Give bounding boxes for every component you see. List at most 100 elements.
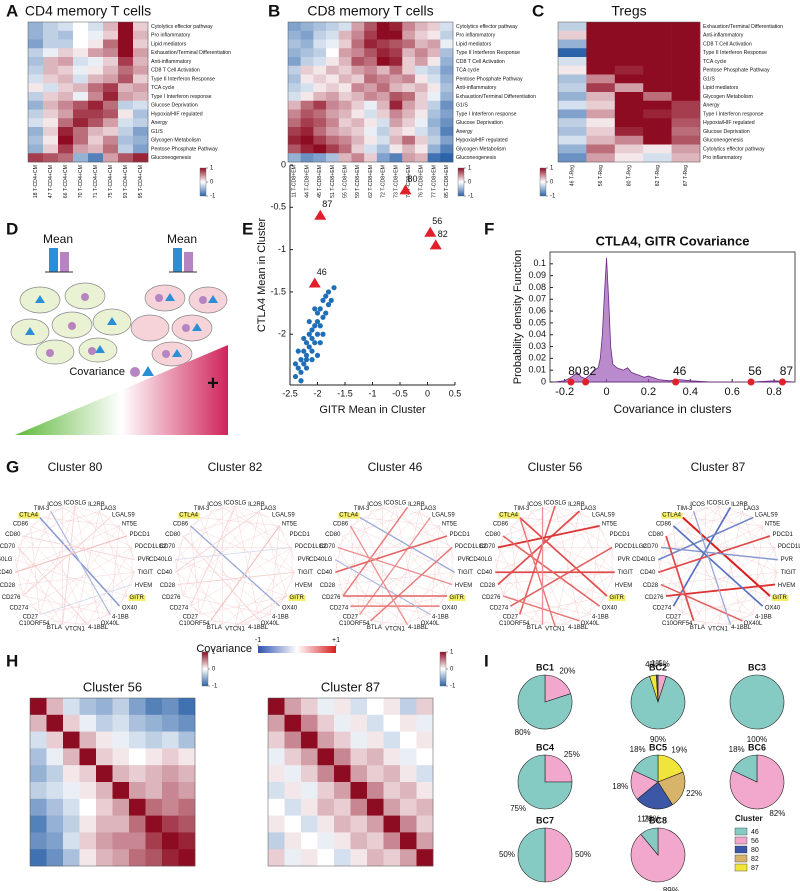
heatmap-cell [118, 118, 134, 128]
data-point [672, 378, 680, 386]
heatmap-cell [364, 83, 378, 93]
faint-link [210, 505, 236, 512]
heatmap-cell [364, 109, 378, 119]
network-edge [335, 559, 431, 616]
x-tick-label: 0.4 [683, 386, 698, 398]
heatmap-cell [88, 74, 104, 84]
node-label: CD274 [652, 606, 671, 612]
data-point [778, 378, 786, 386]
heatmap-cell [326, 83, 340, 93]
node-highlight [18, 512, 40, 519]
heatmap-cell [614, 65, 644, 75]
node-highlight [338, 512, 360, 519]
heatmap-cell [400, 798, 417, 816]
node-label: PVR [618, 557, 631, 563]
heatmap-cell [43, 57, 59, 67]
node-label: CD86 [333, 521, 349, 527]
data-point [747, 378, 755, 386]
heatmap-cell [96, 765, 113, 783]
gradient-wedge [15, 345, 228, 435]
node-label: LGALS9 [272, 513, 295, 519]
row-label: Exhaustion/Terminal Differentiation [703, 24, 783, 30]
column-label: 59 T-CD8+EM [355, 165, 361, 198]
node-label: CD80 [325, 532, 341, 538]
heatmap-cell [376, 39, 390, 49]
heatmap-cell [133, 153, 149, 163]
node-label: PDCD1LG2 [455, 544, 487, 550]
node-label: C10ORF54 [499, 621, 530, 627]
heatmap-cell [416, 698, 434, 716]
data-point [301, 348, 307, 354]
heatmap-cell [129, 765, 146, 783]
data-point [303, 357, 310, 363]
data-point [582, 378, 590, 386]
heatmap-cell [288, 30, 301, 40]
node-highlight [771, 595, 789, 602]
heatmap-cell [400, 815, 417, 833]
heatmap-cell [145, 714, 163, 732]
heatmap-cell [88, 39, 104, 49]
heatmap-cell [586, 57, 616, 67]
heatmap-cell [313, 92, 327, 102]
heatmap-cell [63, 798, 80, 816]
faint-link [15, 559, 24, 597]
heatmap-cell [389, 30, 403, 40]
heatmap-cell [28, 118, 44, 128]
heatmap-cell [313, 144, 327, 154]
node-label: 4-1BB [272, 615, 289, 621]
heatmap-cell [118, 83, 134, 93]
heatmap-cell [73, 127, 89, 137]
faint-link [175, 525, 280, 573]
colorbar [199, 167, 207, 197]
node-label: ICOS [690, 502, 705, 508]
heatmap-cell [558, 127, 587, 137]
heatmap-cell [28, 39, 44, 49]
heatmap-cell [414, 30, 428, 40]
row-label: TCA cycle [703, 59, 726, 65]
faint-link [119, 525, 135, 560]
node-label: OX40 [122, 606, 138, 612]
heatmap-cell [351, 74, 365, 84]
node-label: CD70 [320, 544, 336, 550]
heatmap-cell [558, 74, 587, 84]
row-label: Anergy [456, 129, 473, 135]
heatmap-cell [402, 22, 416, 32]
heatmap-cell [88, 92, 104, 102]
heatmap-cell [88, 109, 104, 119]
heatmap-cell [326, 48, 340, 58]
heatmap-cell [28, 144, 44, 154]
data-point [325, 289, 332, 295]
node-label: VTCN1 [385, 627, 405, 633]
heatmap-cell [586, 100, 616, 110]
data-point [317, 340, 323, 346]
faint-link [199, 517, 280, 527]
heatmap-cell [112, 832, 130, 850]
heatmap-cell [643, 74, 672, 84]
heatmap-cell [96, 798, 113, 816]
heatmap-cell [301, 698, 318, 716]
heatmap-cell [317, 714, 335, 732]
heatmap-cell [350, 815, 368, 833]
faint-link [350, 525, 360, 615]
cells-right [130, 284, 228, 367]
heatmap-cell [351, 118, 365, 128]
heatmap-cell [440, 92, 454, 102]
node-label: PDCD1 [290, 532, 311, 538]
heatmap-cell [284, 782, 302, 800]
point-label: 46 [673, 364, 687, 378]
faint-link [182, 511, 211, 597]
heatmap-cell [427, 118, 441, 128]
row-label: Glycogen Metabolism [151, 138, 201, 144]
point-label: 56 [748, 364, 762, 378]
faint-link [234, 511, 260, 627]
heatmap-cell [414, 22, 428, 32]
heatmap-cell [162, 815, 179, 833]
heatmap-cell [28, 83, 44, 93]
heatmap-cell [28, 100, 44, 110]
node-label: TIGIT [138, 570, 154, 576]
node-label: BTLA [47, 625, 62, 631]
heatmap-frame [287, 21, 454, 163]
heatmap-cell [402, 127, 416, 137]
heatmap-cell [326, 57, 340, 67]
data-point [312, 340, 318, 346]
